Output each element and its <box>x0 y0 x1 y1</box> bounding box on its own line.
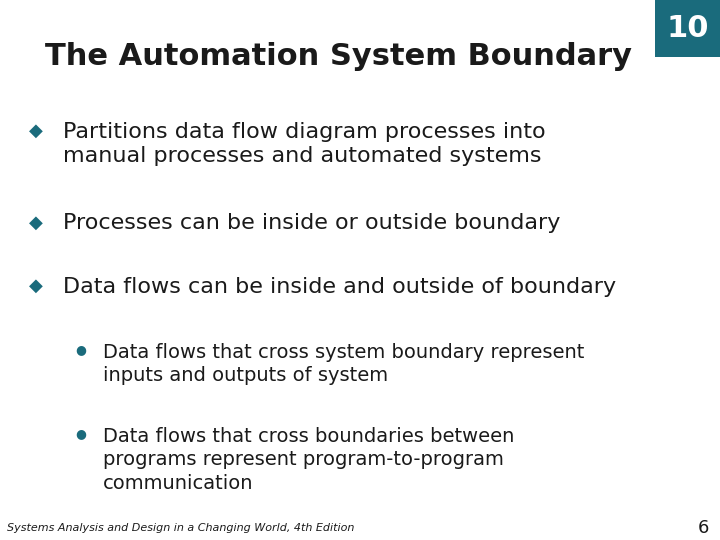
Text: The Automation System Boundary: The Automation System Boundary <box>45 42 632 71</box>
Text: ◆: ◆ <box>29 277 42 295</box>
Text: 10: 10 <box>666 14 709 43</box>
Text: Data flows can be inside and outside of boundary: Data flows can be inside and outside of … <box>63 277 616 297</box>
Text: Data flows that cross system boundary represent
inputs and outputs of system: Data flows that cross system boundary re… <box>103 343 585 386</box>
Text: Systems Analysis and Design in a Changing World, 4th Edition: Systems Analysis and Design in a Changin… <box>7 523 354 533</box>
FancyBboxPatch shape <box>655 0 720 57</box>
Text: Data flows that cross boundaries between
programs represent program-to-program
c: Data flows that cross boundaries between… <box>103 427 514 492</box>
Text: Partitions data flow diagram processes into
manual processes and automated syste: Partitions data flow diagram processes i… <box>63 122 546 166</box>
Text: 6: 6 <box>698 519 709 537</box>
Text: ◆: ◆ <box>29 213 42 231</box>
Text: ●: ● <box>76 427 86 440</box>
Text: Processes can be inside or outside boundary: Processes can be inside or outside bound… <box>63 213 561 233</box>
Text: ◆: ◆ <box>29 122 42 139</box>
Text: ●: ● <box>76 343 86 356</box>
